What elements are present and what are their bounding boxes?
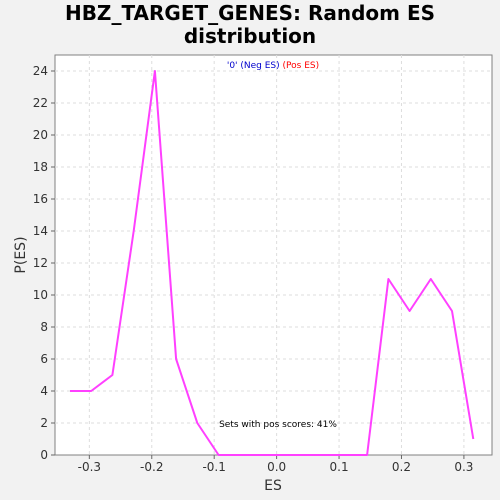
y-tick-label: 10	[33, 288, 48, 302]
y-tick-label: 22	[33, 96, 48, 110]
x-tick-label: -0.2	[140, 460, 163, 474]
y-tick-label: 4	[40, 384, 48, 398]
y-tick-label: 2	[40, 416, 48, 430]
x-tick-label: 0.2	[392, 460, 411, 474]
y-tick-label: 12	[33, 256, 48, 270]
y-tick-label: 20	[33, 128, 48, 142]
legend-item-neg: '0' (Neg ES)	[227, 61, 280, 71]
y-tick-label: 6	[40, 352, 48, 366]
y-tick-label: 16	[33, 192, 48, 206]
x-tick-label: -0.3	[78, 460, 101, 474]
legend-item-pos: (Pos ES)	[283, 61, 320, 71]
plot-area	[55, 55, 492, 455]
pos-scores-annotation: Sets with pos scores: 41%	[219, 420, 337, 430]
x-tick-label: 0.0	[267, 460, 286, 474]
y-tick-label: 14	[33, 224, 48, 238]
legend-text: '0' (Neg ES) (Pos ES)	[227, 61, 319, 71]
chart-title-line2: distribution	[184, 24, 316, 48]
x-tick-label: 0.1	[330, 460, 349, 474]
x-tick-label: -0.1	[202, 460, 225, 474]
y-tick-label: 18	[33, 160, 48, 174]
y-tick-label: 24	[33, 64, 48, 78]
chart-title-line1: HBZ_TARGET_GENES: Random ES	[65, 1, 435, 25]
y-tick-label: 8	[40, 320, 48, 334]
y-axis-title: P(ES)	[13, 236, 29, 273]
x-axis-title: ES	[264, 478, 282, 494]
legend: '0' (Neg ES) (Pos ES)	[227, 61, 319, 71]
x-tick-label: 0.3	[454, 460, 473, 474]
y-tick-label: 0	[40, 448, 48, 462]
